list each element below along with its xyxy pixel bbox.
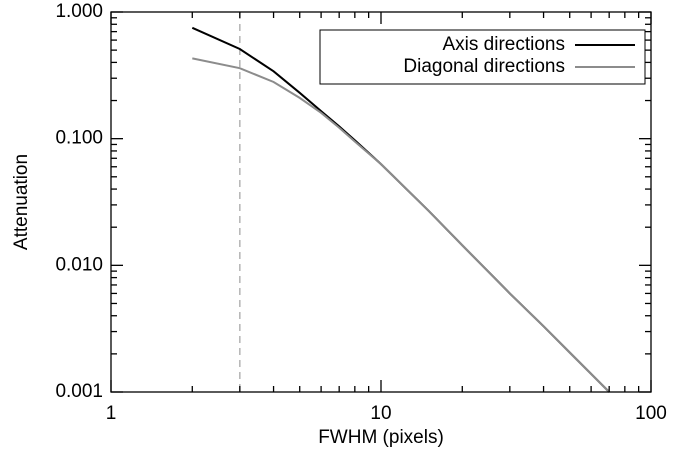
y-tick-label: 0.010 bbox=[55, 254, 103, 275]
x-tick-label: 100 bbox=[635, 403, 667, 424]
x-axis-label: FWHM (pixels) bbox=[318, 427, 444, 448]
legend-label: Axis directions bbox=[443, 34, 566, 55]
legend-box bbox=[319, 29, 646, 85]
y-tick-label: 0.001 bbox=[55, 381, 103, 402]
y-tick-label: 0.100 bbox=[55, 128, 103, 149]
x-tick-label: 10 bbox=[370, 403, 391, 424]
y-tick-label: 1.000 bbox=[55, 1, 103, 22]
y-axis-label: Attenuation bbox=[11, 154, 32, 250]
legend-label: Diagonal directions bbox=[403, 56, 565, 77]
x-tick-label: 1 bbox=[106, 403, 117, 424]
series-line bbox=[192, 57, 610, 393]
